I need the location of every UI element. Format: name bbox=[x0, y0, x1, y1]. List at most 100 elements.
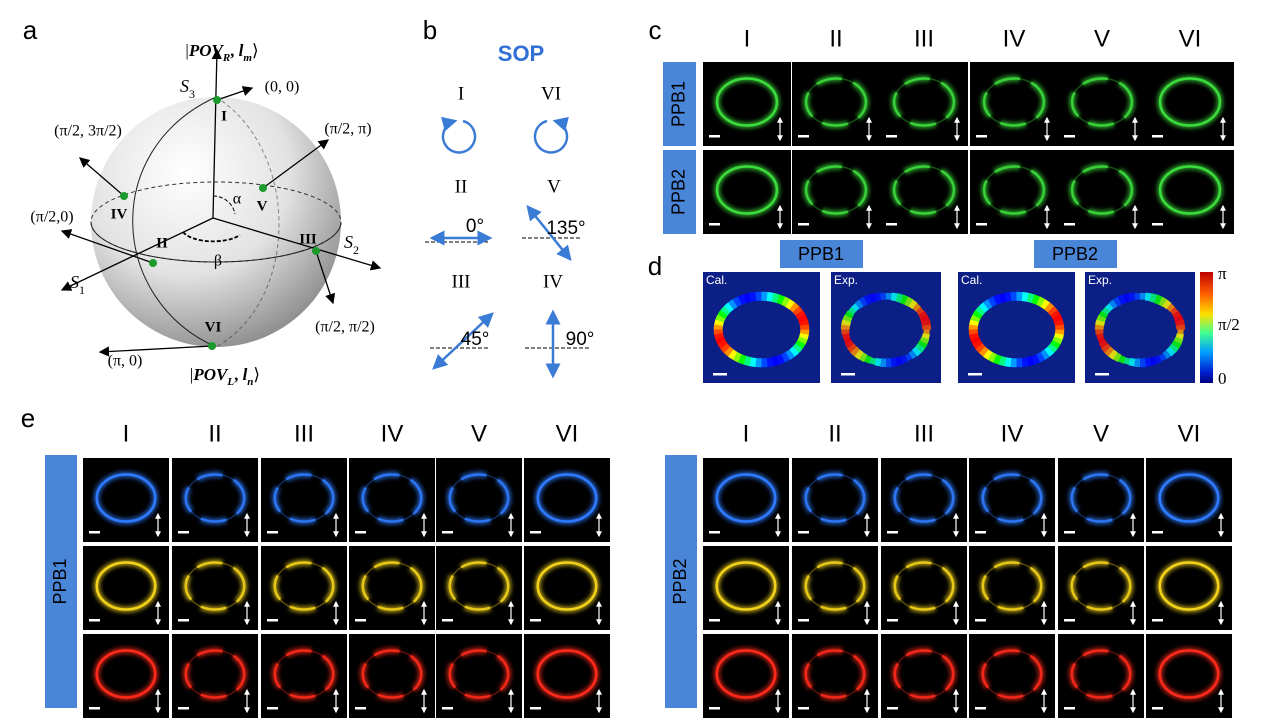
sop-label: VI bbox=[541, 83, 561, 104]
column-label: II bbox=[829, 25, 842, 52]
ring bbox=[536, 561, 598, 611]
point-label: IV bbox=[111, 206, 128, 222]
ring bbox=[273, 561, 335, 611]
phase-segment bbox=[972, 309, 983, 319]
column-label: II bbox=[828, 420, 841, 447]
phase-segment bbox=[792, 343, 803, 354]
phase-segment bbox=[1104, 346, 1115, 357]
phase-segment bbox=[1004, 357, 1012, 367]
phase-segment bbox=[781, 296, 791, 308]
phase-segment bbox=[766, 292, 774, 302]
phase-segment bbox=[863, 355, 872, 364]
phase-segment bbox=[1162, 350, 1172, 360]
ring bbox=[1158, 561, 1220, 611]
phase-segment bbox=[771, 355, 780, 367]
ring bbox=[448, 473, 510, 523]
ring bbox=[184, 473, 246, 523]
colorbar-tick: π bbox=[1218, 264, 1227, 283]
phase-segment bbox=[904, 353, 913, 362]
phase-segment bbox=[1004, 291, 1012, 302]
phase-segment bbox=[776, 294, 786, 305]
ring-faint bbox=[805, 77, 867, 127]
scale-bar bbox=[267, 619, 278, 622]
sop-label: II bbox=[455, 176, 468, 197]
group-label-box bbox=[1034, 240, 1117, 268]
phase-segment bbox=[890, 292, 898, 302]
scale-bar bbox=[267, 707, 278, 710]
phase-segment bbox=[848, 306, 857, 315]
state-part: , bbox=[230, 41, 239, 60]
ring bbox=[361, 649, 423, 699]
stokes-label: S2 bbox=[344, 232, 359, 257]
ring bbox=[536, 649, 598, 699]
phase-segment bbox=[715, 336, 726, 345]
phase-image-label: Exp. bbox=[1088, 273, 1112, 287]
phase-segment bbox=[900, 294, 909, 305]
row-label-box bbox=[665, 455, 697, 708]
state-part: m bbox=[243, 52, 252, 64]
ring bbox=[1070, 473, 1132, 523]
state-part: n bbox=[247, 376, 253, 388]
state-point bbox=[149, 259, 157, 267]
phase-segment bbox=[842, 314, 853, 323]
phase-segment bbox=[1026, 355, 1035, 367]
scale-bar bbox=[355, 619, 366, 622]
column-label: VI bbox=[1178, 420, 1201, 447]
phase-segment bbox=[972, 339, 983, 349]
ring-faint bbox=[185, 473, 245, 523]
phase-segment bbox=[900, 355, 908, 364]
phase-segment bbox=[799, 319, 809, 327]
row-label: PPB1 bbox=[50, 558, 70, 604]
phase-segment bbox=[723, 346, 734, 357]
ring-faint bbox=[362, 473, 422, 523]
ring-faint bbox=[805, 561, 865, 611]
phase-segment bbox=[911, 346, 922, 357]
scale-bar bbox=[975, 707, 986, 710]
ring-faint bbox=[1071, 649, 1131, 699]
ring bbox=[95, 473, 157, 523]
phase-segment bbox=[1031, 294, 1041, 305]
panel-label: d bbox=[648, 251, 662, 281]
phase-segment bbox=[983, 299, 993, 310]
ring bbox=[982, 77, 1046, 127]
circular-polarization bbox=[533, 116, 569, 154]
column-label: IV bbox=[1001, 420, 1024, 447]
phase-segment bbox=[1096, 333, 1104, 340]
ring bbox=[184, 561, 246, 611]
phase-segment bbox=[1172, 310, 1182, 319]
ring bbox=[1158, 165, 1222, 215]
phase-segment bbox=[1149, 293, 1158, 303]
phase-segment bbox=[914, 343, 925, 354]
phase-segment bbox=[728, 299, 738, 310]
scale-bar bbox=[887, 707, 898, 710]
phase-segment bbox=[1047, 306, 1058, 316]
linear-polarization bbox=[432, 312, 494, 370]
scale-bar bbox=[1064, 707, 1075, 710]
ring-faint bbox=[274, 473, 334, 523]
scale-bar bbox=[709, 135, 720, 138]
angle-label: β bbox=[214, 253, 222, 270]
phase-segment bbox=[998, 292, 1007, 304]
sphere bbox=[91, 97, 341, 347]
phase-segment bbox=[743, 355, 752, 367]
column-label: V bbox=[1094, 25, 1110, 52]
phase-segment bbox=[992, 354, 1002, 365]
phase-segment bbox=[1173, 314, 1184, 323]
ring bbox=[715, 77, 779, 127]
phase-segment bbox=[781, 352, 791, 363]
phase-segment bbox=[1044, 346, 1055, 357]
angle-label: α bbox=[233, 191, 242, 208]
row-label: PPB1 bbox=[668, 81, 688, 127]
phase-segment bbox=[975, 343, 986, 353]
phase-segment bbox=[874, 357, 882, 367]
phase-segment bbox=[1175, 319, 1185, 327]
ring-faint bbox=[449, 473, 509, 523]
phase-segment bbox=[1021, 292, 1029, 302]
state-arrow bbox=[60, 229, 154, 264]
scale-bar bbox=[1064, 531, 1075, 534]
sop-title: SOP bbox=[498, 41, 544, 66]
axis-arrow bbox=[60, 217, 214, 291]
colorbar bbox=[1200, 272, 1213, 383]
phase-segment bbox=[844, 310, 855, 319]
